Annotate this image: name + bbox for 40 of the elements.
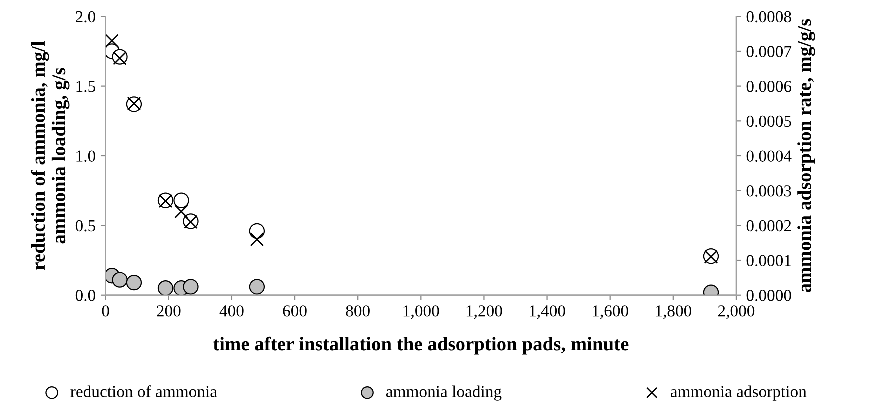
x-tick-label: 1,800 (656, 306, 692, 320)
point (126, 274, 142, 291)
y2-tick-label: 0.0008 (746, 11, 792, 23)
y2-tick-label: 0.0007 (746, 46, 792, 58)
x-tick-label: 400 (220, 306, 244, 317)
x-tick-label: 200 (157, 306, 181, 317)
y-tick-label: 1.5 (76, 81, 96, 92)
x-tick-label: 600 (283, 306, 307, 317)
y2-tick-label: 0.0000 (746, 290, 792, 302)
point (250, 232, 264, 247)
y-tick-label: 0.5 (76, 220, 96, 232)
point (106, 34, 120, 48)
point (249, 279, 266, 295)
point (174, 204, 188, 219)
x-tick-label: 0 (102, 306, 110, 317)
y-tick-label: 0.0 (76, 290, 96, 302)
y2-tick-label: 0.0003 (746, 186, 792, 197)
x-tick-label: 800 (346, 306, 370, 317)
x-axis-title: time after installation the adsorption pads, minute (213, 336, 629, 355)
y-axis-title: reduction of ammonia, mg/l ammonia loading, g/s (31, 41, 70, 270)
y2-tick-label: 0.0005 (746, 116, 792, 128)
y2-axis-title: ammonia adsorption rate, mg/g/s (798, 19, 816, 293)
point (158, 280, 174, 296)
legend-label: ammonia adsorption (670, 386, 807, 401)
y-tick-label: 2.0 (76, 11, 96, 23)
x-tick-label: 1,000 (404, 306, 440, 320)
x-tick-label: 2,000 (718, 306, 755, 320)
y2-tick-label: 0.0004 (746, 150, 792, 162)
y2-tick-label: 0.0001 (746, 255, 792, 267)
y2-tick-label: 0.0002 (746, 220, 792, 232)
legend-label: reduction of ammonia (70, 386, 218, 398)
point (183, 279, 199, 295)
x-tick-label: 1,400 (530, 306, 566, 320)
x-tick-label: 1,600 (593, 306, 628, 320)
point (112, 272, 128, 288)
y2-tick-label: 0.0006 (746, 81, 792, 92)
legend-label: ammonia loading (386, 386, 502, 401)
point (174, 192, 190, 208)
x-tick-label: 1,200 (466, 306, 502, 320)
y-tick-label: 1.0 (76, 150, 96, 162)
